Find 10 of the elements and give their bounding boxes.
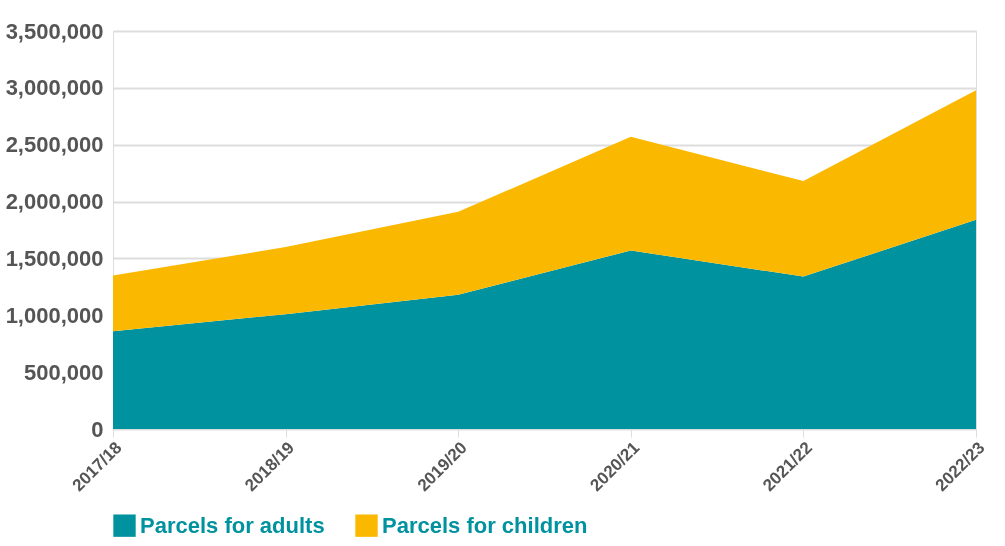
- y-tick-label: 500,000: [23, 359, 104, 385]
- y-tick-label: 3,000,000: [5, 75, 104, 101]
- legend-label: Parcels for adults: [140, 512, 325, 538]
- y-tick-label: 1,500,000: [5, 245, 104, 271]
- y-tick-label: 2,500,000: [5, 132, 104, 158]
- y-tick-label: 2,000,000: [5, 189, 104, 215]
- y-tick-label: 1,000,000: [5, 302, 104, 328]
- y-tick-label: 3,500,000: [5, 18, 104, 44]
- y-tick-label: 0: [91, 416, 104, 442]
- legend-label: Parcels for children: [382, 512, 588, 538]
